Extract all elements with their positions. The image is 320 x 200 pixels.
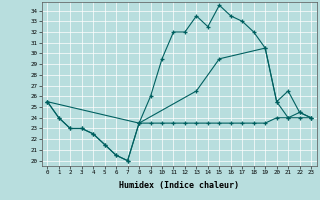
X-axis label: Humidex (Indice chaleur): Humidex (Indice chaleur) — [119, 181, 239, 190]
